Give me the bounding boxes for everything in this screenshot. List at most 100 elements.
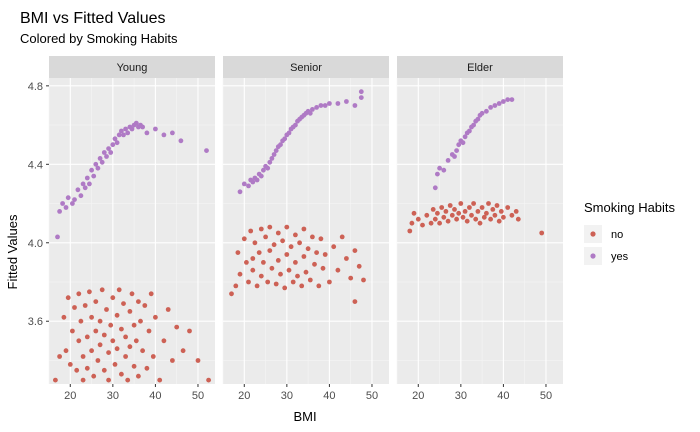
point-yes xyxy=(84,175,90,181)
point-no xyxy=(293,232,298,238)
point-yes xyxy=(509,97,515,102)
point-yes xyxy=(112,136,118,142)
legend: Smoking Habits no yes xyxy=(584,200,676,265)
point-yes xyxy=(95,165,101,171)
point-yes xyxy=(104,154,109,159)
point-yes xyxy=(454,148,459,154)
x-tick-label: 40 xyxy=(497,390,509,402)
point-yes xyxy=(437,165,442,171)
point-no xyxy=(301,226,307,232)
point-yes xyxy=(471,122,476,128)
point-no xyxy=(331,244,337,250)
point-no xyxy=(153,314,158,320)
point-no xyxy=(114,312,120,318)
point-no xyxy=(263,234,268,240)
x-axis-title: BMI xyxy=(293,409,316,424)
point-no xyxy=(490,207,496,212)
point-no xyxy=(458,201,464,206)
point-yes xyxy=(78,193,84,199)
point-no xyxy=(119,371,124,377)
x-tick-label: 50 xyxy=(540,390,552,402)
legend-label-no: no xyxy=(611,229,623,241)
point-yes xyxy=(496,101,502,106)
point-no xyxy=(233,283,239,289)
point-no xyxy=(76,291,82,297)
point-no xyxy=(299,283,305,289)
facet-panel-elder: Elder 20 30 40 50 xyxy=(396,56,563,402)
point-yes xyxy=(335,101,341,106)
point-no xyxy=(110,295,116,301)
point-no xyxy=(89,348,94,354)
point-yes xyxy=(125,130,131,136)
point-no xyxy=(513,209,519,214)
facet-strip xyxy=(49,56,215,78)
y-tick-label: 4.8 xyxy=(28,81,43,93)
point-yes xyxy=(133,120,139,126)
point-no xyxy=(104,307,109,312)
point-no xyxy=(496,218,502,224)
point-yes xyxy=(344,99,349,104)
point-no xyxy=(246,279,251,285)
point-no xyxy=(475,209,481,214)
point-yes xyxy=(87,181,92,187)
y-axis-title: Fitted Values xyxy=(5,214,20,289)
point-yes xyxy=(307,110,313,116)
point-yes xyxy=(246,183,251,189)
point-yes xyxy=(273,148,279,154)
point-no xyxy=(488,216,493,222)
point-no xyxy=(441,214,447,220)
point-no xyxy=(460,214,466,220)
point-no xyxy=(195,358,201,363)
point-no xyxy=(144,365,150,371)
point-no xyxy=(267,248,273,254)
point-yes xyxy=(204,148,209,154)
point-yes xyxy=(278,142,283,148)
point-yes xyxy=(65,195,71,201)
point-no xyxy=(112,362,118,367)
point-yes xyxy=(116,132,122,138)
point-yes xyxy=(108,150,114,155)
point-no xyxy=(269,265,275,271)
point-no xyxy=(415,216,421,222)
point-no xyxy=(477,220,483,226)
x-tick-label: 50 xyxy=(366,390,378,402)
point-no xyxy=(467,205,472,210)
chart-title: BMI vs Fitted Values xyxy=(20,10,166,27)
point-no xyxy=(106,350,111,355)
point-no xyxy=(492,212,498,218)
point-no xyxy=(97,318,103,324)
point-no xyxy=(481,214,487,220)
point-no xyxy=(97,342,103,348)
point-no xyxy=(254,283,260,289)
point-no xyxy=(314,250,319,256)
point-no xyxy=(133,338,139,344)
point-no xyxy=(344,256,349,261)
facet-strip-label: Young xyxy=(117,62,148,74)
point-yes xyxy=(129,126,135,132)
point-yes xyxy=(250,179,256,185)
point-no xyxy=(125,377,131,383)
point-no xyxy=(250,256,256,261)
point-yes xyxy=(82,185,88,191)
point-no xyxy=(127,344,133,350)
point-no xyxy=(280,238,285,244)
point-no xyxy=(312,261,317,267)
point-no xyxy=(57,354,62,359)
point-no xyxy=(428,220,434,226)
point-no xyxy=(290,279,296,285)
point-no xyxy=(307,277,313,283)
point-no xyxy=(348,275,354,281)
point-yes xyxy=(282,136,288,142)
point-yes xyxy=(119,128,124,134)
point-no xyxy=(119,326,124,332)
point-yes xyxy=(467,128,472,134)
point-no xyxy=(449,212,455,218)
point-yes xyxy=(153,126,158,132)
point-no xyxy=(237,271,243,277)
facet-strip-label: Elder xyxy=(467,62,493,74)
point-no xyxy=(273,281,279,287)
point-no xyxy=(305,246,311,252)
x-tick-label: 20 xyxy=(412,390,424,402)
x-tick-label: 50 xyxy=(192,390,204,402)
point-yes xyxy=(318,103,324,108)
